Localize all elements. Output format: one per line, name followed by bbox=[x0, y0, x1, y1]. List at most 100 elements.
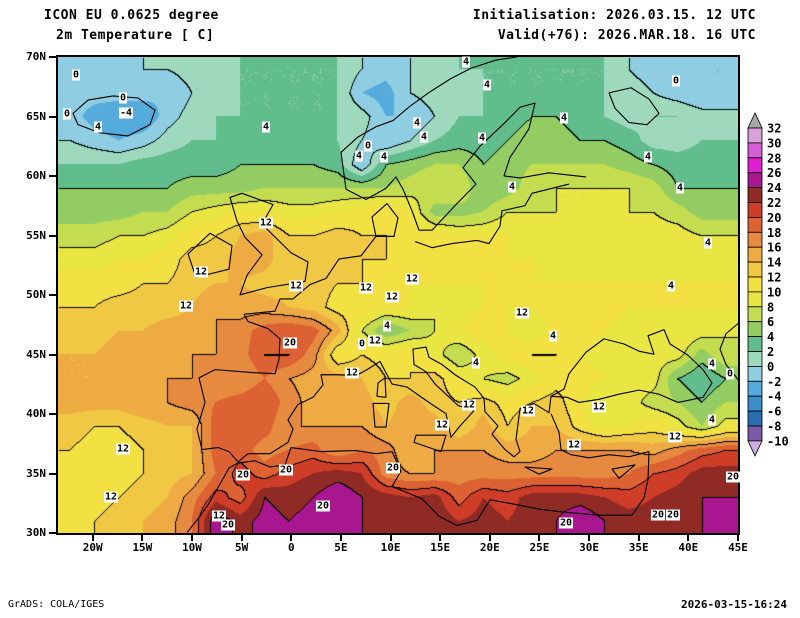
colorbar-value-label: 8 bbox=[767, 300, 774, 314]
contour-label: 12 bbox=[591, 401, 607, 413]
contour-label: 12 bbox=[288, 280, 304, 292]
contour-label: 4 bbox=[419, 131, 429, 143]
colorbar-segment bbox=[747, 276, 763, 293]
contour-label: 12 bbox=[667, 431, 683, 443]
contour-label: 0 bbox=[118, 92, 128, 104]
lat-axis-tick bbox=[49, 56, 56, 58]
contour-label: 4 bbox=[482, 79, 492, 91]
contour-label: 20 bbox=[235, 469, 251, 481]
lon-axis-label: 45E bbox=[728, 541, 748, 554]
colorbar-value-label: 22 bbox=[767, 196, 781, 210]
colorbar-segment bbox=[747, 127, 763, 144]
lat-axis-label: 50N bbox=[26, 288, 46, 301]
contour-label: 12 bbox=[258, 217, 274, 229]
colorbar-value-label: 10 bbox=[767, 285, 781, 299]
lon-axis-tick bbox=[538, 534, 541, 541]
lon-axis-label: 25E bbox=[529, 541, 550, 554]
colorbar-value-label: 26 bbox=[767, 166, 781, 180]
contour-label: 4 bbox=[666, 280, 676, 292]
contour-label: 12 bbox=[367, 335, 383, 347]
lat-axis-tick bbox=[49, 175, 56, 177]
colorbar-value-label: 12 bbox=[767, 271, 781, 285]
colorbar-segment bbox=[747, 336, 763, 352]
contour-label: 12 bbox=[103, 491, 119, 503]
colorbar-segment bbox=[747, 291, 763, 308]
colorbar-value-label: 2 bbox=[767, 345, 774, 359]
colorbar-arrow-top bbox=[747, 112, 763, 129]
colorbar-value-label: 24 bbox=[767, 181, 781, 195]
lon-axis-label: 40E bbox=[678, 541, 699, 554]
lat-axis-tick bbox=[49, 472, 56, 475]
contour-label: 20 bbox=[650, 509, 666, 521]
contour-label: 0 bbox=[725, 368, 735, 380]
contour-label: 12 bbox=[566, 439, 582, 451]
contour-label: 20 bbox=[385, 462, 401, 474]
contour-label: 20 bbox=[282, 337, 298, 349]
colorbar-segment bbox=[747, 321, 763, 337]
lat-axis-tick bbox=[49, 234, 56, 237]
contour-label: 4 bbox=[507, 181, 517, 193]
colorbar-value-label: -6 bbox=[767, 405, 781, 419]
colorbar-value-label: 20 bbox=[767, 211, 781, 225]
contour-label: 12 bbox=[358, 282, 374, 294]
contour-label: 4 bbox=[707, 414, 717, 426]
contour-label: 4 bbox=[261, 121, 271, 133]
colorbar-segment bbox=[747, 172, 763, 189]
colorbar-value-label: -8 bbox=[767, 420, 781, 434]
grads-credit: GrADS: COLA/IGES bbox=[8, 599, 105, 610]
colorbar-value-label: 32 bbox=[767, 122, 781, 136]
lon-axis-label: 15E bbox=[430, 541, 451, 554]
lon-axis-label: 10W bbox=[182, 541, 202, 554]
contour-label: 20 bbox=[278, 464, 294, 476]
lat-axis-label: 65N bbox=[26, 109, 46, 123]
contour-label: 4 bbox=[707, 358, 717, 370]
lon-axis-tick bbox=[339, 534, 342, 541]
contour-label: 20 bbox=[315, 500, 331, 512]
contour-label: 4 bbox=[382, 320, 392, 332]
page-title-model: ICON EU 0.0625 degree bbox=[44, 8, 219, 23]
lat-axis-tick bbox=[49, 353, 56, 356]
lon-axis-tick bbox=[439, 534, 442, 541]
contour-label: 12 bbox=[344, 367, 360, 379]
contour-label: 0 bbox=[357, 338, 367, 350]
map-frame: 0 0 -4 0 4 4 4 4 4 4 0 4 4 4 4 0 4 4 4 12 12 12 12 12 12 12 4 0 12 12… bbox=[56, 55, 741, 535]
contour-label: 12 bbox=[514, 307, 530, 319]
colorbar-segment bbox=[747, 425, 763, 442]
lon-axis-tick bbox=[240, 534, 243, 541]
colorbar-value-label: 14 bbox=[767, 256, 781, 270]
lat-axis-label: 60N bbox=[26, 169, 46, 182]
contour-label: 4 bbox=[643, 151, 653, 163]
contour-label: 12 bbox=[404, 273, 420, 285]
lon-axis-label: 5W bbox=[235, 541, 249, 554]
lat-axis-tick bbox=[49, 115, 56, 118]
contour-label: 4 bbox=[675, 182, 685, 194]
colorbar-segment bbox=[747, 410, 763, 427]
contour-label: 0 bbox=[71, 69, 81, 81]
colorbar-value-label: 18 bbox=[767, 226, 781, 240]
contour-label: 12 bbox=[193, 266, 209, 278]
lon-axis-tick bbox=[91, 534, 94, 541]
colorbar-segment bbox=[747, 142, 763, 159]
contour-label: 4 bbox=[559, 112, 569, 124]
lon-axis-tick bbox=[687, 534, 690, 541]
colorbar-value-label: 4 bbox=[767, 330, 774, 344]
colorbar: 32 30 28 26 24 22 20 18 16 14 12 10 8 6 4 2 0 -2 -4 -6 -8 -10 bbox=[746, 112, 798, 476]
contour-label: 12 bbox=[461, 399, 477, 411]
lon-axis-tick bbox=[737, 534, 739, 541]
lon-axis-tick bbox=[488, 534, 491, 541]
lat-axis-label: 70N bbox=[26, 50, 46, 63]
colorbar-value-label: 6 bbox=[767, 315, 774, 329]
colorbar-value-label: 0 bbox=[767, 360, 774, 374]
colorbar-segment bbox=[747, 217, 763, 233]
lat-axis-label: 40N bbox=[26, 407, 46, 420]
colorbar-arrow-bottom bbox=[747, 440, 763, 457]
contour-label: 20 bbox=[725, 471, 741, 483]
colorbar-segment bbox=[747, 306, 763, 323]
lon-axis-label: 5E bbox=[334, 541, 348, 554]
lon-axis-label: 0 bbox=[287, 541, 295, 554]
lon-axis-tick bbox=[141, 534, 144, 541]
contour-label: 12 bbox=[520, 405, 536, 417]
lat-axis-label: 30N bbox=[26, 526, 46, 539]
